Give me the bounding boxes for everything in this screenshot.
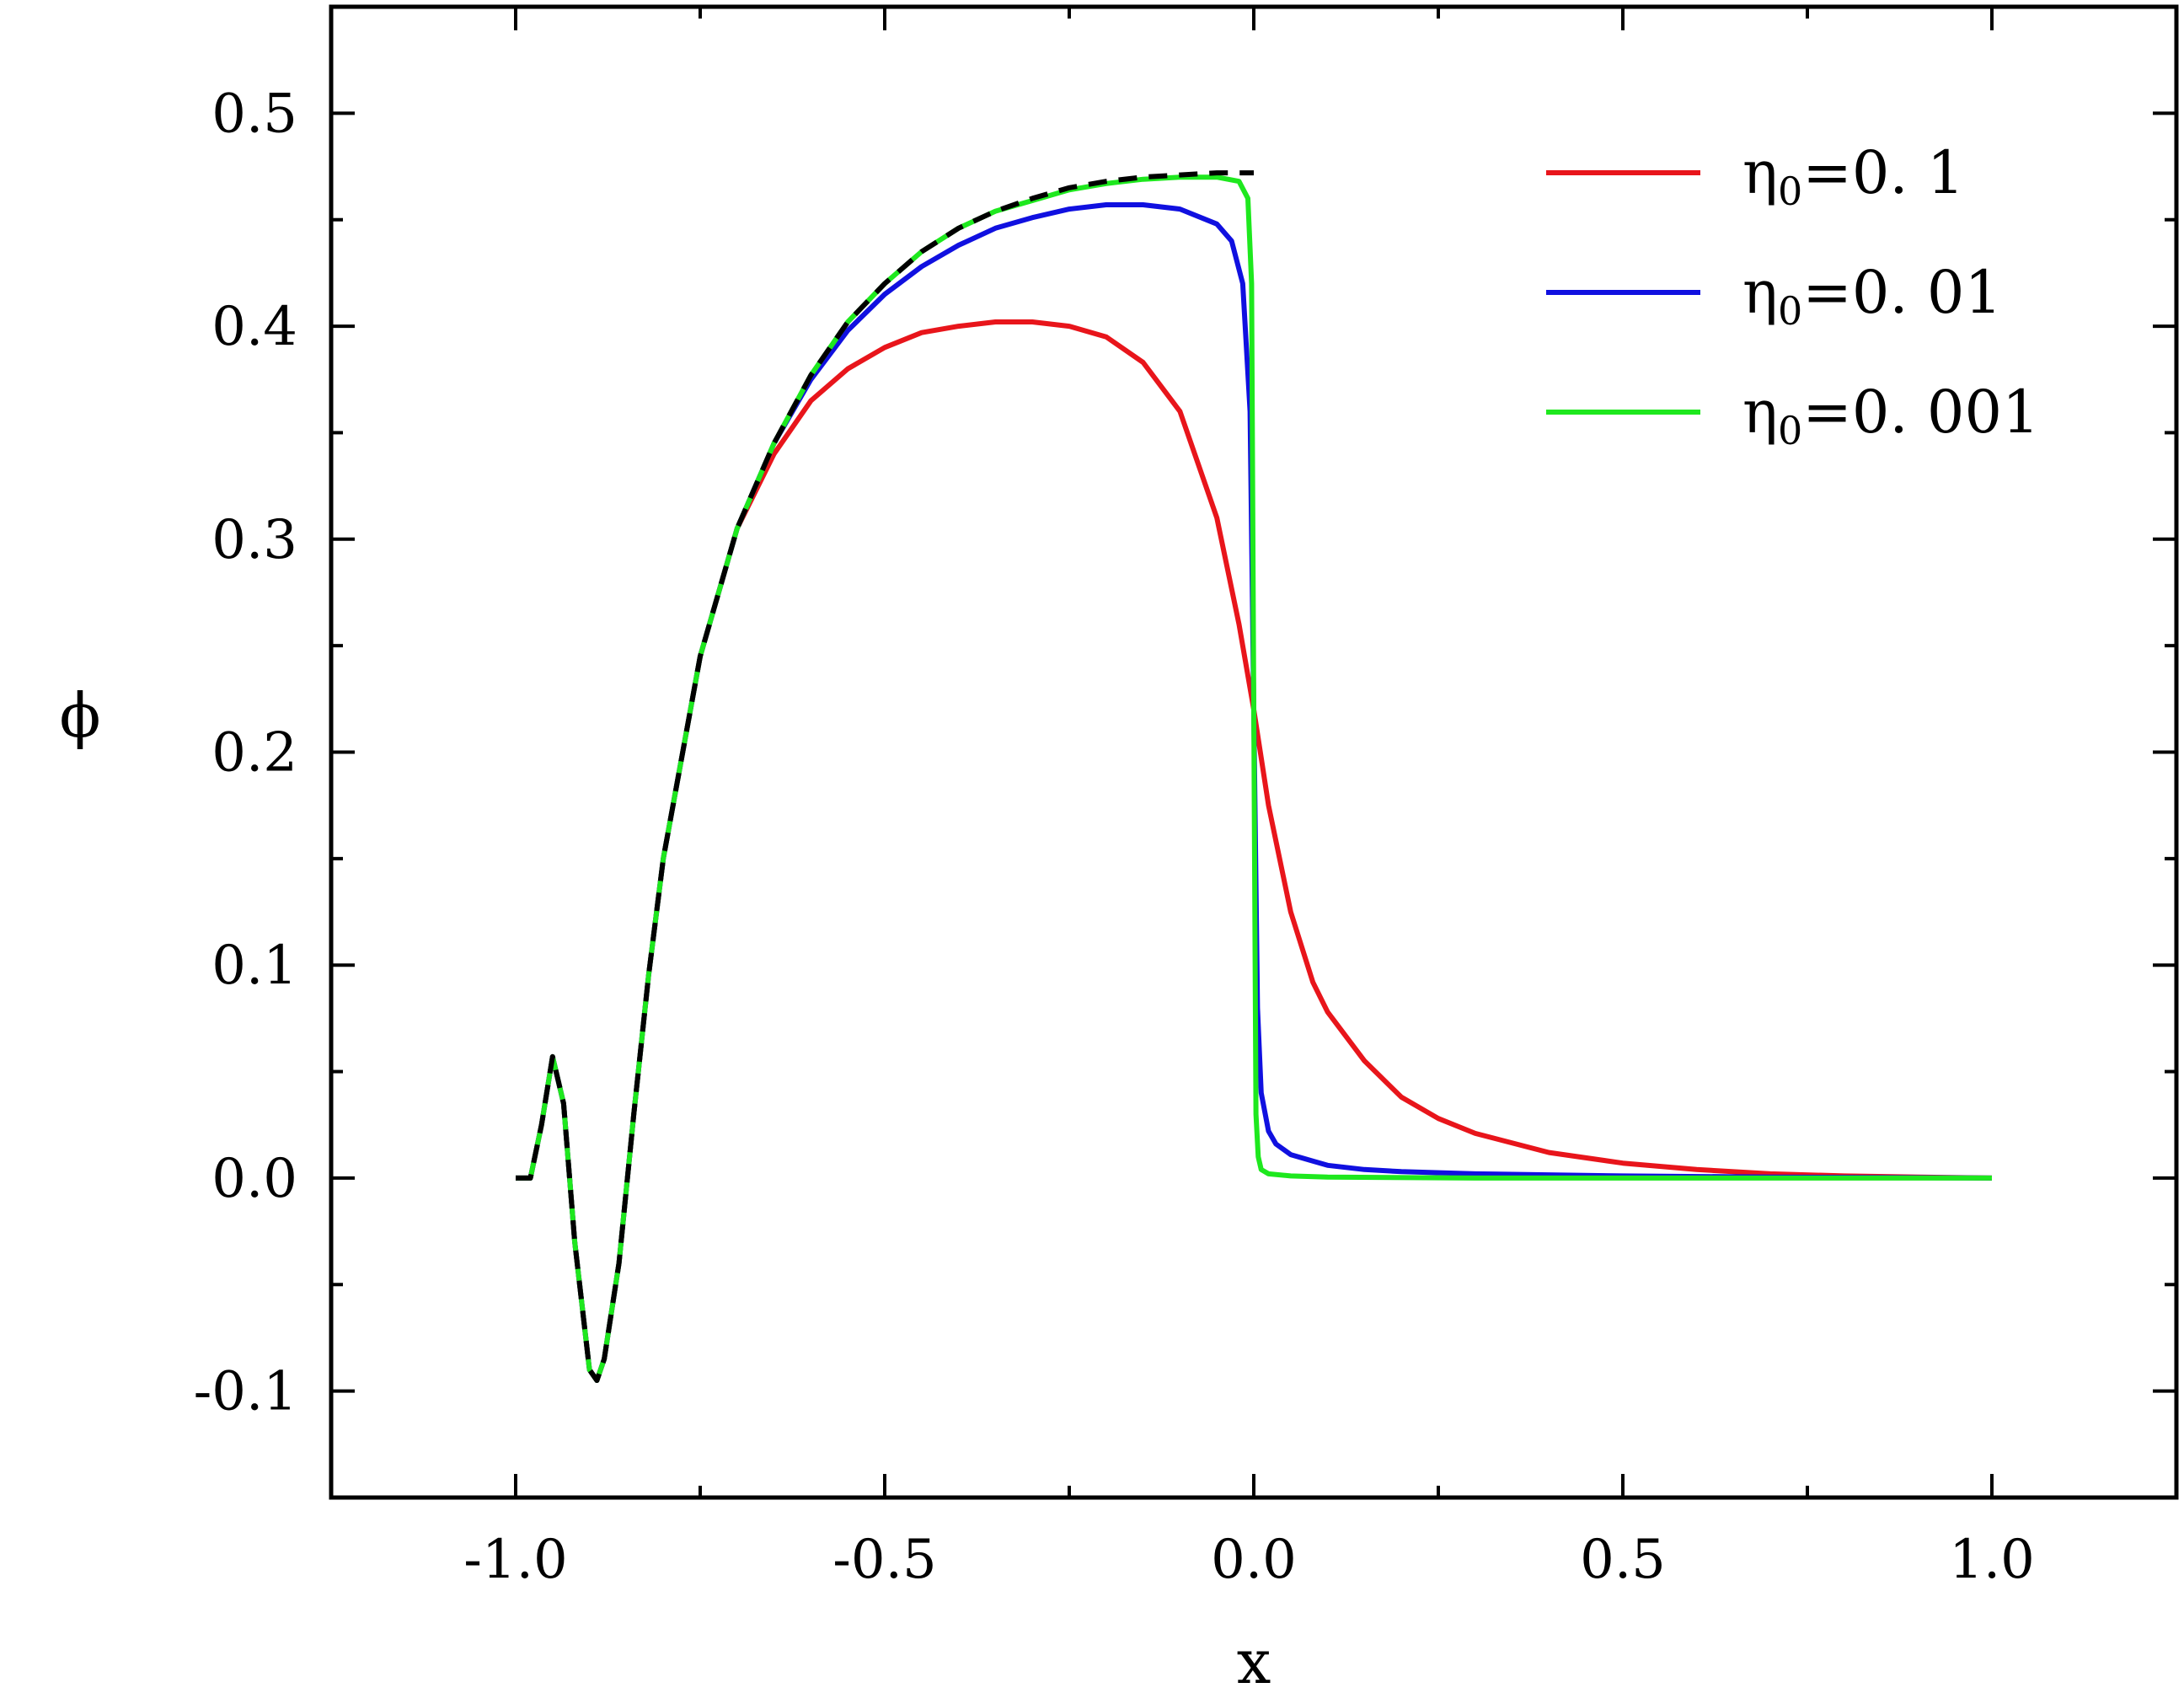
y-tick-label: 0.1 xyxy=(211,935,297,997)
y-tick-label: 0.2 xyxy=(211,722,297,785)
y-tick-label: 0.5 xyxy=(211,83,297,145)
y-tick-label: -0.1 xyxy=(194,1361,297,1423)
x-tick-label: 1.0 xyxy=(1949,1529,2035,1591)
legend-label-2: η0=0. 01 xyxy=(1742,258,2002,334)
series-line-4 xyxy=(516,170,1254,1383)
legend: η0=0. 1 η0=0. 01 η0=0. 001 xyxy=(1546,138,2040,453)
y-tick-label: 0.3 xyxy=(211,509,297,571)
series-lines xyxy=(516,170,1993,1383)
y-tick-label: 0.4 xyxy=(211,296,297,358)
x-tick-label: -0.5 xyxy=(832,1529,936,1591)
x-axis-title: x xyxy=(1237,1626,1271,1697)
series-line-3 xyxy=(516,174,1992,1383)
x-tick-label: 0.5 xyxy=(1580,1529,1666,1591)
x-tick-label: -1.0 xyxy=(463,1529,567,1591)
x-tick-label: 0.0 xyxy=(1211,1529,1297,1591)
y-axis-title: ϕ xyxy=(59,680,100,751)
y-tick-label: 0.0 xyxy=(211,1148,297,1210)
ticks: -1.0 -0.5 0.0 0.5 1.0 -0.1 0.0 0.1 0.2 0.3 0.4 0.5 xyxy=(194,5,2178,1591)
legend-label-3: η0=0. 001 xyxy=(1742,378,2040,453)
legend-label-1: η0=0. 1 xyxy=(1742,138,1964,214)
